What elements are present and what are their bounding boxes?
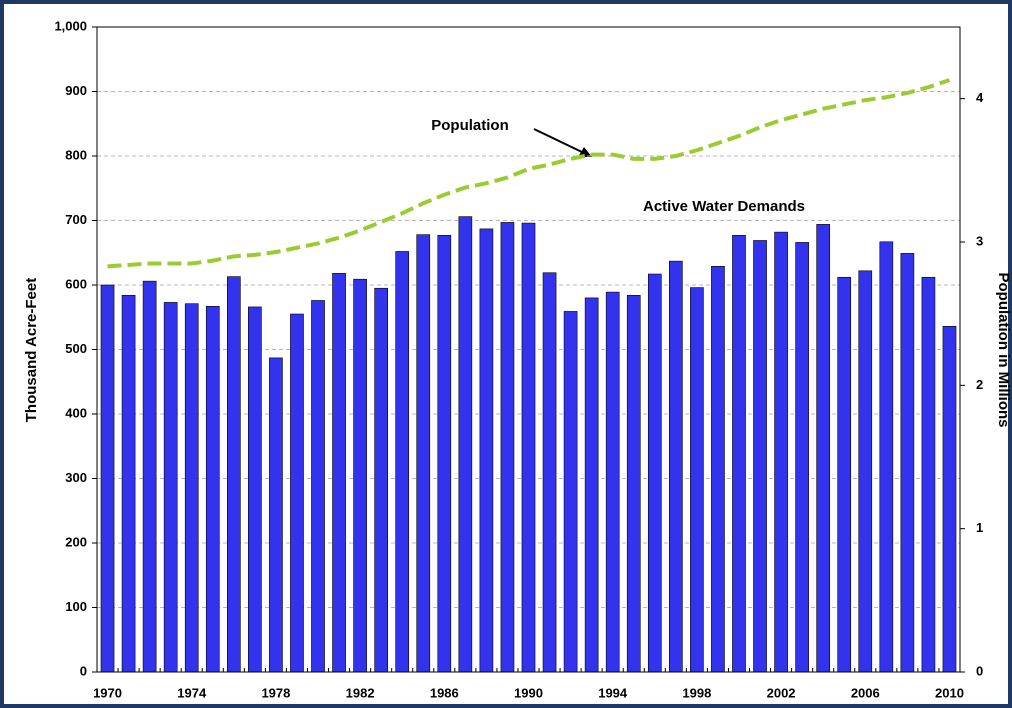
plot-border — [96, 26, 961, 673]
bar — [332, 273, 346, 673]
arrow-head — [578, 147, 592, 157]
bar — [500, 222, 515, 673]
y-tick-label: 200 — [65, 534, 87, 549]
y-tick-label: 800 — [65, 147, 87, 162]
y-tick-label: 900 — [65, 83, 87, 98]
bar — [711, 265, 725, 673]
population-line — [107, 78, 951, 269]
bar — [795, 242, 809, 673]
x-tick-label: 1986 — [430, 685, 459, 700]
bar — [374, 287, 388, 673]
y-tick-label: 500 — [65, 341, 87, 356]
y2-tick-label: 2 — [976, 377, 983, 392]
y-tick-label: 400 — [65, 405, 87, 420]
bar — [248, 306, 262, 673]
bar — [626, 295, 641, 673]
bar — [205, 305, 220, 673]
bar — [732, 235, 746, 673]
bar — [479, 228, 494, 673]
bar — [269, 357, 283, 673]
x-tick-label: 2010 — [935, 685, 964, 700]
bar — [858, 270, 873, 673]
x-tick-label: 2002 — [767, 685, 796, 700]
y2-tick-label: 0 — [976, 663, 983, 678]
x-tick-label: 1982 — [346, 685, 375, 700]
y2-tick-label: 3 — [976, 233, 983, 248]
y-tick-label: 700 — [65, 212, 87, 227]
bar — [837, 276, 852, 673]
bar — [184, 303, 199, 673]
x-tick-label: 2006 — [851, 685, 880, 700]
x-tick-label: 1978 — [261, 685, 290, 700]
bar — [416, 234, 431, 673]
bar — [163, 302, 178, 673]
y2-axis-label: Population in Millions — [995, 273, 1012, 428]
bar — [395, 251, 410, 673]
x-tick-label: 1974 — [177, 685, 207, 700]
y-tick-label: 100 — [65, 599, 87, 614]
y2-tick-label: 4 — [976, 90, 984, 105]
bar — [647, 273, 662, 673]
bar — [353, 278, 367, 673]
y-tick-label: 300 — [65, 470, 87, 485]
bar — [942, 325, 957, 673]
bar — [542, 272, 557, 673]
bar — [521, 222, 536, 673]
bar — [584, 297, 599, 673]
bar — [563, 311, 578, 673]
y-tick-label: 0 — [80, 663, 87, 678]
annotation: Active Water Demands — [643, 198, 805, 215]
bar — [816, 224, 831, 673]
bar — [605, 291, 620, 673]
annotation-arrow — [533, 128, 585, 154]
bar — [226, 276, 241, 673]
bar — [879, 241, 894, 673]
bar — [437, 235, 452, 673]
x-tick-label: 1970 — [93, 685, 122, 700]
bar — [121, 295, 136, 673]
annotation: Population — [431, 117, 509, 134]
bar — [921, 276, 936, 673]
bar — [900, 253, 915, 673]
y-tick-label: 600 — [65, 276, 87, 291]
bar — [142, 280, 157, 673]
bar — [100, 284, 115, 673]
bar — [290, 313, 304, 673]
bar — [311, 300, 325, 673]
x-tick-label: 1994 — [598, 685, 628, 700]
y2-tick-label: 1 — [976, 520, 983, 535]
bar — [690, 287, 704, 673]
y-tick-label: 1,000 — [54, 18, 87, 33]
x-tick-label: 1998 — [682, 685, 711, 700]
x-tick-label: 1990 — [514, 685, 543, 700]
y-axis-label: Thousand Acre-Feet — [23, 278, 40, 422]
bar — [774, 231, 788, 673]
bar — [753, 240, 767, 673]
bar — [458, 216, 473, 673]
bar — [669, 260, 683, 673]
